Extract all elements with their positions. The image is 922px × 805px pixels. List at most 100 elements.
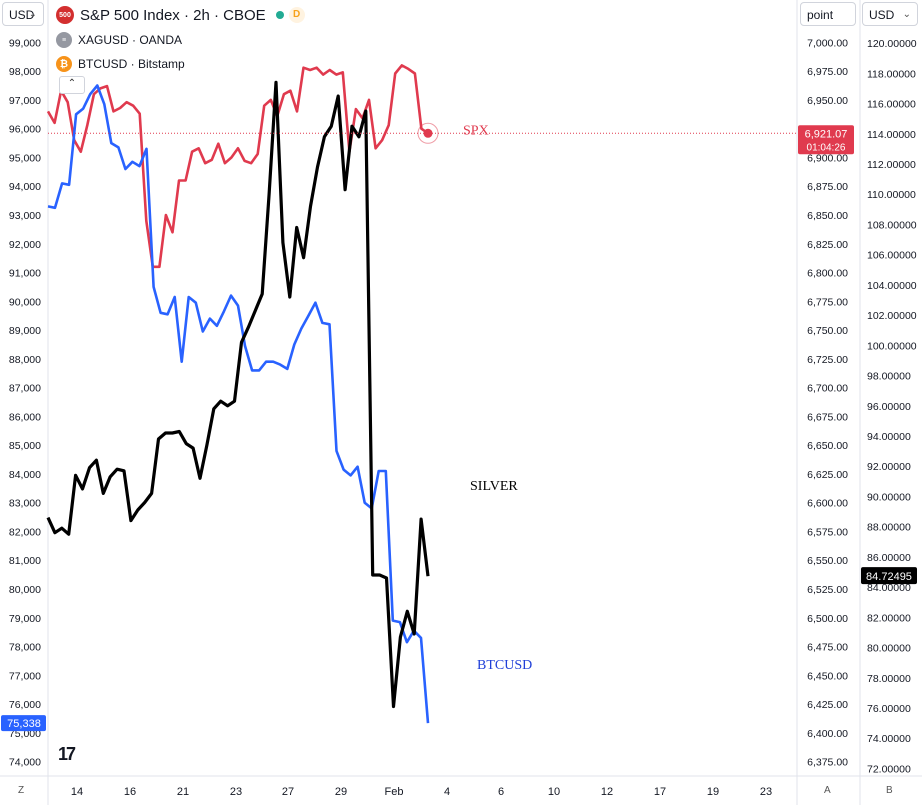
right-axis-tick-label: 104.00000: [867, 280, 917, 292]
right-axis-tick-label: 76.00000: [867, 703, 911, 715]
right-axis-tick-label: 106.00000: [867, 250, 917, 262]
mid-axis-tick-label: 6,375.00: [807, 757, 848, 769]
mid-axis-tick-label: 6,800.00: [807, 268, 848, 280]
unit-selector[interactable]: point: [800, 2, 856, 26]
right-axis-tick-label: 82.00000: [867, 612, 911, 624]
spx-last-ring: [417, 122, 439, 144]
left-axis-tick-label: 84,000: [9, 469, 41, 481]
time-axis-tick-label: 29: [335, 786, 347, 798]
right-axis-tick-label: 100.00000: [867, 340, 917, 352]
corner-right[interactable]: B: [886, 785, 893, 796]
right-axis-tick-label: 116.00000: [867, 99, 916, 111]
mid-axis-tick-label: 6,700.00: [807, 383, 848, 395]
right-axis-tick-label: 118.00000: [867, 68, 916, 80]
right-axis-tick-label: 90.00000: [867, 491, 911, 503]
left-axis-tick-label: 88,000: [9, 354, 41, 366]
right-axis-tick-label: 74.00000: [867, 733, 911, 745]
mid-axis-tick-label: 6,550.00: [807, 555, 848, 567]
spx-price-label: 6,921.07: [805, 128, 848, 140]
time-axis-tick-label: 19: [707, 786, 719, 798]
left-currency-button[interactable]: USD ⌄: [2, 2, 44, 26]
left-axis-tick-label: 81,000: [9, 555, 41, 567]
mid-axis-tick-label: 6,825.00: [807, 239, 848, 251]
left-axis-tick-label: 95,000: [9, 152, 41, 164]
left-axis-tick-label: 98,000: [9, 66, 41, 78]
mid-axis-tick-label: 6,450.00: [807, 670, 848, 682]
left-axis-tick-label: 96,000: [9, 124, 41, 136]
legend: 500 S&P 500 Index · 2h · CBOE D ≡ XAGUSD…: [56, 2, 305, 76]
left-axis-tick-label: 89,000: [9, 325, 41, 337]
right-axis-tick-label: 96.00000: [867, 401, 911, 413]
right-axis-tick-label: 108.00000: [867, 219, 917, 231]
collapse-legend-button[interactable]: ⌃: [59, 76, 85, 94]
spx-last-dot: [423, 128, 433, 138]
right-axis-tick-label: 92.00000: [867, 461, 911, 473]
time-axis-tick-label: 12: [601, 786, 613, 798]
tradingview-logo[interactable]: 17: [58, 744, 76, 764]
right-axis-tick-label: 114.00000: [867, 129, 916, 141]
right-axis-tick-label: 84.00000: [867, 582, 911, 594]
corner-mid[interactable]: A: [824, 785, 831, 796]
market-open-icon: [275, 11, 284, 19]
mid-axis-tick-label: 6,475.00: [807, 642, 848, 654]
left-currency-label: USD: [9, 8, 35, 22]
chevron-down-icon: ⌄: [28, 9, 37, 20]
mid-axis-tick-label: 6,725.00: [807, 354, 848, 366]
right-axis-tick-label: 86.00000: [867, 552, 911, 564]
mid-axis-tick-label: 6,650.00: [807, 440, 848, 452]
left-axis-tick-label: 83,000: [9, 498, 41, 510]
time-axis-tick-label: 4: [444, 786, 450, 798]
time-axis-tick-label: 23: [230, 786, 242, 798]
right-axis-tick-label: 120.00000: [867, 38, 917, 50]
left-axis-tick-label: 90,000: [9, 296, 41, 308]
series-line-btcusd[interactable]: [47, 84, 430, 724]
right-currency-label: USD: [869, 8, 895, 22]
time-axis-tick-label: 14: [71, 786, 83, 798]
time-axis-tick-label: 23: [760, 786, 772, 798]
legend-item-btcusd[interactable]: ₿ BTCUSD · Bitstamp: [56, 52, 305, 76]
chevron-up-icon: ⌃: [67, 78, 77, 89]
corner-left[interactable]: Z: [18, 785, 25, 796]
mid-axis-tick-label: 6,875.00: [807, 181, 848, 193]
mid-axis-tick-label: 6,600.00: [807, 498, 848, 510]
mid-axis-tick-label: 6,950.00: [807, 95, 848, 107]
mid-axis-tick-label: 6,850.00: [807, 210, 848, 222]
mid-axis-tick-label: 6,500.00: [807, 613, 848, 625]
mid-axis-tick-label: 7,000.00: [807, 37, 848, 49]
legend-item-xagusd[interactable]: ≡ XAGUSD · OANDA: [56, 28, 305, 52]
left-axis-tick-label: 94,000: [9, 181, 41, 193]
series-line-spx[interactable]: [46, 64, 429, 269]
btc-price-badge: [1, 715, 46, 732]
left-axis-tick-label: 91,000: [9, 268, 41, 280]
btc-price-label: 75,338: [7, 718, 41, 730]
silver-annotation: SILVER: [470, 479, 518, 494]
mid-axis-tick-label: 6,975.00: [807, 66, 848, 78]
left-axis-tick-label: 76,000: [9, 699, 41, 711]
mid-axis-tick-label: 6,675.00: [807, 411, 848, 423]
mid-axis-tick-label: 6,775.00: [807, 296, 848, 308]
right-axis-tick-label: 102.00000: [867, 310, 917, 322]
right-axis-tick-label: 94.00000: [867, 431, 911, 443]
left-axis-tick-label: 87,000: [9, 383, 41, 395]
right-currency-button[interactable]: USD ⌄: [862, 2, 918, 26]
series-line-silver[interactable]: [46, 80, 430, 709]
time-axis-tick-label: 16: [124, 786, 136, 798]
legend-label-xagusd: XAGUSD · OANDA: [78, 33, 183, 47]
right-axis-tick-label: 98.00000: [867, 371, 911, 383]
right-axis-tick-label: 110.00000: [867, 189, 916, 201]
spx-price-badge: [798, 125, 854, 155]
legend-item-spx[interactable]: 500 S&P 500 Index · 2h · CBOE D: [56, 2, 305, 28]
btcusd-annotation: BTCUSD: [477, 658, 532, 673]
time-axis-tick-label: 21: [177, 786, 189, 798]
mid-axis-tick-label: 6,750.00: [807, 325, 848, 337]
mid-axis-tick-label: 6,575.00: [807, 526, 848, 538]
left-axis-tick-label: 85,000: [9, 440, 41, 452]
right-axis-tick-label: 78.00000: [867, 673, 911, 685]
right-axis-tick-label: 112.00000: [867, 159, 916, 171]
left-axis-tick-label: 92,000: [9, 239, 41, 251]
left-axis-tick-label: 80,000: [9, 584, 41, 596]
spx-annotation: SPX: [463, 123, 489, 138]
time-axis-tick-label: Feb: [385, 786, 404, 798]
time-axis-tick-label: 10: [548, 786, 560, 798]
